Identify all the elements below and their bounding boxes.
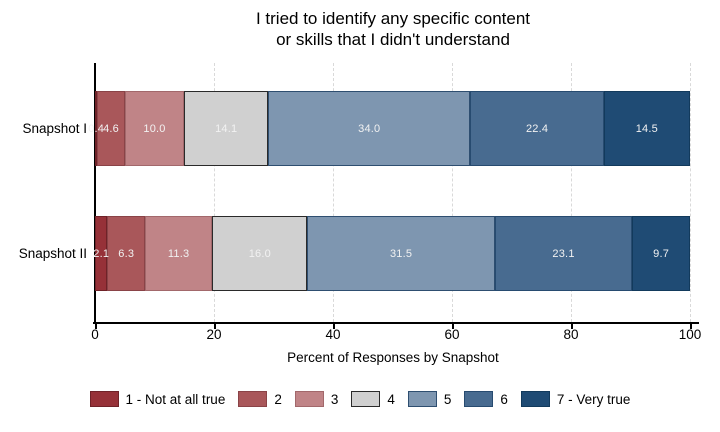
value-label: 9.7 [653, 247, 670, 260]
bar-segment-snapshot-i-cat1: 0.4 [88, 91, 104, 166]
bar-segment-snapshot-ii-cat4: 16.0 [212, 216, 308, 291]
x-tick-label-20: 20 [206, 327, 222, 342]
y-axis-label-snapshot-ii: Snapshot II [18, 245, 87, 261]
y-axis-label-snapshot-i: Snapshot I [22, 120, 87, 136]
bar-segment-snapshot-ii-cat7: 9.7 [632, 216, 690, 291]
y-axis-line [94, 63, 96, 322]
bar-segment-snapshot-i-cat6: 22.4 [470, 91, 604, 166]
legend: 1 - Not at all true 2 3 4 5 6 7 - Very true [0, 388, 720, 410]
bar-segment-snapshot-ii-cat6: 23.1 [494, 216, 633, 291]
value-label: 22.4 [525, 122, 549, 135]
x-tick-label-0: 0 [91, 327, 99, 342]
bar-segment-snapshot-i-cat3: 10.0 [124, 91, 185, 166]
value-label: 16.0 [248, 247, 271, 260]
x-tick-0 [95, 322, 97, 329]
legend-item-6: 6 [464, 391, 508, 407]
chart-title: I tried to identify any specific content… [95, 8, 691, 50]
legend-swatch-2 [238, 391, 268, 407]
value-label: 10.0 [143, 122, 166, 135]
legend-label-3: 3 [330, 391, 339, 407]
x-tick-label-100: 100 [678, 327, 702, 342]
legend-swatch-6 [464, 391, 494, 407]
x-axis-title: Percent of Responses by Snapshot [287, 350, 499, 365]
value-label: 31.5 [389, 247, 413, 260]
gridline-x-20 [214, 63, 215, 322]
x-tick-100 [690, 322, 692, 329]
legend-swatch-7 [520, 391, 550, 407]
bar-segment-snapshot-ii-cat5: 31.5 [307, 216, 495, 291]
gridline-x-80 [571, 63, 572, 322]
bar-segment-snapshot-ii-cat2: 6.3 [107, 216, 145, 291]
value-label: 6.3 [118, 247, 135, 260]
bar-segment-snapshot-i-cat5: 34.0 [268, 91, 471, 166]
bar-row-snapshot-ii: 2.1 6.3 11.3 16.0 31.5 23.1 9.7 [93, 216, 690, 291]
gridline-x-60 [452, 63, 453, 322]
x-tick-label-60: 60 [444, 327, 460, 342]
legend-swatch-1 [89, 391, 119, 407]
plot-area: 0.4 4.6 10.0 14.1 34.0 22.4 14.5 2.1 6.3 11.3 16.0… [88, 63, 691, 322]
legend-item-4: 4 [351, 391, 395, 407]
chart-title-line2: or skills that I didn't understand [276, 30, 510, 49]
value-label: 0.4 [88, 122, 105, 135]
legend-label-7: 7 - Very true [556, 391, 631, 407]
x-tick-label-40: 40 [325, 327, 341, 342]
legend-label-4: 4 [387, 391, 395, 407]
value-label: 34.0 [358, 122, 381, 135]
bar-row-snapshot-i: 0.4 4.6 10.0 14.1 34.0 22.4 14.5 [88, 91, 690, 166]
value-label: 14.5 [635, 122, 658, 135]
legend-swatch-5 [407, 391, 437, 407]
legend-item-7: 7 - Very true [520, 391, 631, 407]
bar-segment-snapshot-i-cat4: 14.1 [184, 91, 269, 166]
legend-swatch-4 [351, 391, 381, 407]
x-tick-40 [333, 322, 335, 329]
x-axis-line [93, 322, 699, 324]
legend-item-3: 3 [294, 391, 339, 407]
legend-item-5: 5 [407, 391, 452, 407]
value-label: 2.1 [93, 247, 110, 260]
value-label: 4.6 [103, 122, 119, 135]
x-tick-label-80: 80 [563, 327, 579, 342]
bar-segment-snapshot-i-cat7: 14.5 [603, 91, 690, 166]
legend-label-1: 1 - Not at all true [125, 391, 226, 407]
x-tick-80 [571, 322, 573, 329]
legend-label-5: 5 [443, 391, 452, 407]
gridline-x-100 [690, 63, 691, 322]
legend-label-6: 6 [500, 391, 508, 407]
x-tick-60 [452, 322, 454, 329]
legend-item-1: 1 - Not at all true [89, 391, 226, 407]
bar-segment-snapshot-ii-cat3: 11.3 [144, 216, 213, 291]
legend-swatch-3 [294, 391, 324, 407]
bar-segment-snapshot-ii-cat1: 2.1 [93, 216, 110, 291]
value-label: 14.1 [215, 122, 238, 135]
bar-segment-snapshot-i-cat2: 4.6 [97, 91, 125, 166]
legend-item-2: 2 [238, 391, 282, 407]
value-label: 11.3 [167, 247, 190, 260]
x-tick-20 [214, 322, 216, 329]
gridline-x-40 [333, 63, 334, 322]
chart-title-line1: I tried to identify any specific content [255, 9, 531, 28]
legend-label-2: 2 [274, 391, 282, 407]
value-label: 23.1 [552, 247, 575, 260]
